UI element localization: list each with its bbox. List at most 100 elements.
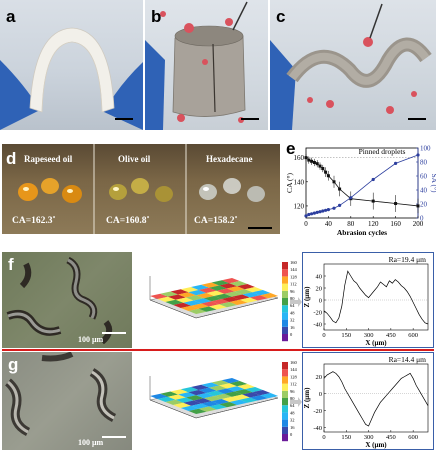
surface-y-axis	[149, 399, 197, 419]
profile-y-tick-label: -40	[313, 425, 322, 432]
surface-cell	[244, 387, 263, 393]
annotation-e: Pinned droplets	[359, 147, 406, 156]
y-right-tick-label-e: 100	[420, 145, 431, 153]
abrasion-chart: 0 40 80 120 160 200 120 140 160 0 20 40 60 80 100 Abras…	[285, 145, 436, 238]
surface-cell	[221, 378, 240, 384]
ca-point	[338, 187, 342, 191]
surface-cell	[150, 393, 168, 399]
colorbar-label: 144	[290, 267, 298, 272]
profile-x-label: X (μm)	[365, 441, 387, 449]
surface-cell	[198, 406, 217, 412]
surface-cell	[214, 293, 233, 299]
ca-point	[307, 158, 311, 162]
sa-point	[416, 153, 420, 157]
sa-point	[324, 208, 328, 212]
y-tick-label-e: 140	[294, 178, 305, 186]
ca-point	[310, 159, 314, 163]
surface-cell	[198, 306, 217, 312]
colorbar-label: 80	[290, 296, 295, 301]
colorbar-label: 48	[290, 410, 295, 415]
oil-droplets-illustration	[18, 144, 272, 234]
surface-cell	[221, 396, 240, 402]
surface-cell	[211, 399, 230, 405]
surface-cell	[221, 278, 240, 284]
surface-cell	[229, 399, 248, 405]
profile-x-tick-label: 0	[322, 332, 325, 339]
surface-cell	[239, 297, 258, 303]
profile-y-tick-label: 40	[316, 273, 323, 280]
surface-cell	[188, 390, 207, 396]
surface-cell	[180, 405, 199, 411]
surface-cell	[211, 380, 230, 386]
surface-cell	[175, 297, 194, 303]
colorbar-label: 160	[290, 260, 298, 265]
ca-point	[304, 156, 308, 160]
surface-cell	[191, 303, 209, 309]
colorbar-segment	[282, 426, 288, 434]
colorbar-segment	[282, 326, 288, 334]
surface-cell	[244, 287, 263, 293]
y-right-tick-label-e: 40	[420, 187, 428, 195]
scale-label-g: 100 μm	[78, 438, 104, 447]
surface-cell	[201, 401, 220, 407]
colorbar-segment	[282, 312, 288, 320]
surface-cell	[193, 398, 212, 404]
surface-cell	[185, 295, 204, 301]
surface-cell	[216, 388, 235, 394]
arrow-icon	[290, 397, 302, 407]
surface-cell	[201, 382, 220, 388]
sa-point	[394, 161, 398, 165]
surface-cell	[214, 393, 233, 399]
surface-cell	[198, 287, 217, 293]
surface-x-axis	[195, 297, 279, 319]
surface-cell	[167, 394, 186, 400]
surface-cell	[229, 381, 248, 387]
surface-map-f: 0 16 32 48 64 80 96 112 128 144 160	[149, 260, 302, 342]
profile-x-label: X (μm)	[365, 339, 387, 347]
surface-cell	[234, 289, 253, 295]
y-right-tick-label-e: 60	[420, 173, 428, 181]
sa-point	[304, 214, 308, 218]
fabric-tube-illustration	[145, 1, 248, 130]
sa-point	[371, 177, 375, 182]
scale-bar-b	[241, 118, 259, 120]
surface-cell	[183, 400, 202, 406]
scale-bar-a	[115, 118, 133, 120]
colorbar-label: 96	[290, 389, 295, 394]
oil-label-hexadecane: Hexadecane	[206, 154, 253, 164]
colorbar-segment	[282, 305, 288, 313]
surface-cell	[157, 296, 176, 302]
surface-cell	[219, 283, 238, 289]
sa-point	[321, 209, 325, 213]
ca-point	[315, 162, 319, 166]
ca-point	[324, 170, 328, 174]
profile-x-tick-label: 0	[322, 434, 325, 441]
surface-cell	[157, 396, 176, 402]
panel-label-e: e	[286, 139, 296, 158]
y-right-tick-label-e: 80	[420, 159, 428, 167]
colorbar-label: 128	[290, 274, 298, 279]
surface-cell	[242, 292, 261, 298]
surface-cell	[250, 295, 268, 301]
surface-cell	[173, 402, 192, 408]
surface-cell	[193, 298, 212, 304]
colorbar-label: 16	[290, 325, 295, 330]
colorbar-segment	[282, 298, 288, 306]
ca-point	[371, 199, 375, 203]
profile-y-tick-label: -20	[313, 309, 322, 316]
profile-x-tick-label: 450	[386, 434, 396, 441]
surface-cell	[180, 305, 199, 311]
surface-map-g: 0 16 32 48 64 80 96 112 128 144 160	[149, 360, 302, 442]
surface-cell	[178, 392, 197, 398]
profile-series-line	[323, 270, 429, 325]
surface-cell	[198, 387, 217, 393]
plot-frame-e	[305, 147, 419, 219]
x-tick-label-e: 160	[390, 220, 401, 228]
surface-cell	[188, 290, 207, 296]
colorbar-segment	[282, 276, 288, 284]
colorbar-segment	[282, 434, 288, 442]
surface-cell	[201, 282, 220, 288]
surface-cell	[219, 402, 238, 408]
surface-cell	[185, 395, 204, 401]
sa-point	[338, 203, 342, 207]
